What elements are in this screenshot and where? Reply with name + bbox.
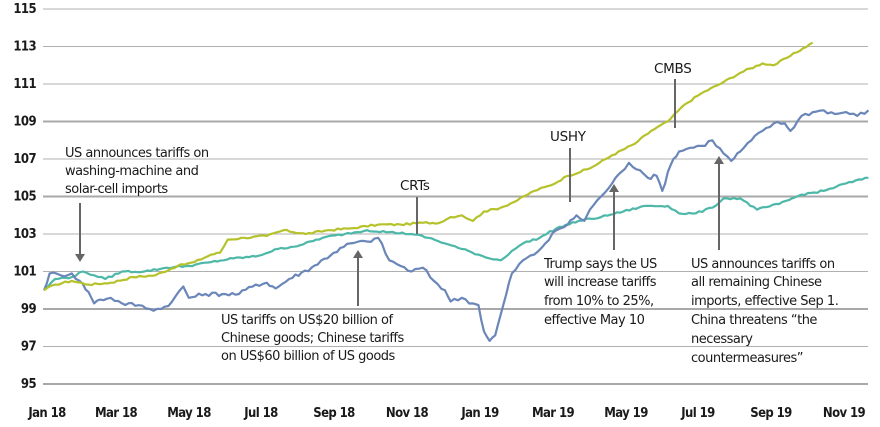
annotation-line: US announces tariffs on [65, 146, 209, 161]
y-tick-label: 107 [13, 152, 36, 167]
arrow-up-icon [609, 184, 619, 250]
arrow-up-icon [353, 250, 363, 306]
annotation-trump-25pct: Trump says the US will increase tariffs … [543, 257, 657, 328]
annotation-all-remaining: US announces tariffs on all remaining Ch… [691, 257, 839, 366]
cmbs-label: CMBS [654, 61, 691, 77]
annotation-line: on US$60 billion of US goods [221, 349, 396, 364]
x-tick-label: Mar 19 [532, 406, 575, 421]
y-axis: 115 113 111 109 107 105 103 101 99 97 95 [13, 2, 37, 392]
annotation-line: solar-cell imports [65, 182, 168, 197]
annotation-line: countermeasures” [691, 351, 803, 366]
annotation-line: effective May 10 [544, 313, 645, 328]
annotation-arrows [75, 156, 724, 306]
cmbs-line [43, 41, 814, 292]
annotation-line: all remaining Chinese [691, 275, 822, 290]
annotation-line: necessary [691, 332, 753, 347]
annotation-line: will increase tariffs [544, 275, 657, 290]
annotation-washing-machine: US announces tariffs on washing-machine … [65, 146, 209, 197]
gridlines [43, 8, 868, 385]
series-label-leaders [416, 79, 676, 234]
arrow-down-icon [75, 203, 85, 262]
annotation-line: Chinese goods; Chinese tariffs [221, 331, 405, 346]
series-lines [42, 41, 870, 342]
y-tick-label: 97 [21, 340, 37, 355]
annotation-line: US announces tariffs on [691, 257, 835, 272]
x-tick-label: Jul 18 [243, 406, 278, 421]
crts-label: CRTs [400, 178, 430, 194]
x-tick-label: Jul 19 [680, 406, 715, 421]
y-tick-label: 99 [21, 302, 37, 317]
x-tick-label: Jan 18 [27, 406, 66, 421]
x-tick-label: Sep 18 [313, 406, 355, 421]
annotation-line: imports, effective Sep 1. [691, 294, 838, 309]
y-tick-label: 101 [13, 265, 36, 280]
x-tick-label: May 19 [604, 406, 648, 421]
annotation-line: from 10% to 25%, [544, 294, 654, 309]
annotation-line: China threatens “the [691, 313, 817, 328]
annotation-us-20bn: US tariffs on US$20 billion of Chinese g… [221, 313, 405, 364]
x-axis: Jan 18 Mar 18 May 18 Jul 18 Sep 18 Nov 1… [27, 406, 866, 421]
crts-line [43, 176, 869, 292]
annotation-line: Trump says the US [543, 257, 657, 272]
y-tick-label: 115 [13, 2, 36, 17]
ushy-line [42, 109, 870, 342]
x-tick-label: Jan 19 [460, 406, 499, 421]
annotation-line: washing-machine and [65, 164, 199, 179]
x-tick-label: Nov 18 [386, 406, 429, 421]
arrow-up-icon [714, 156, 724, 250]
y-tick-label: 105 [13, 190, 36, 205]
x-tick-label: Nov 19 [823, 406, 866, 421]
x-tick-label: Sep 19 [750, 406, 792, 421]
y-tick-label: 95 [21, 377, 37, 392]
x-tick-label: Mar 18 [95, 406, 138, 421]
series-labels: CMBS USHY CRTs [400, 61, 692, 194]
y-tick-label: 103 [13, 227, 36, 242]
ushy-label: USHY [550, 129, 587, 145]
y-tick-label: 113 [13, 40, 36, 55]
annotation-line: US tariffs on US$20 billion of [221, 313, 393, 328]
x-tick-label: May 18 [167, 406, 211, 421]
y-tick-label: 111 [13, 77, 36, 92]
y-tick-label: 109 [13, 115, 36, 130]
